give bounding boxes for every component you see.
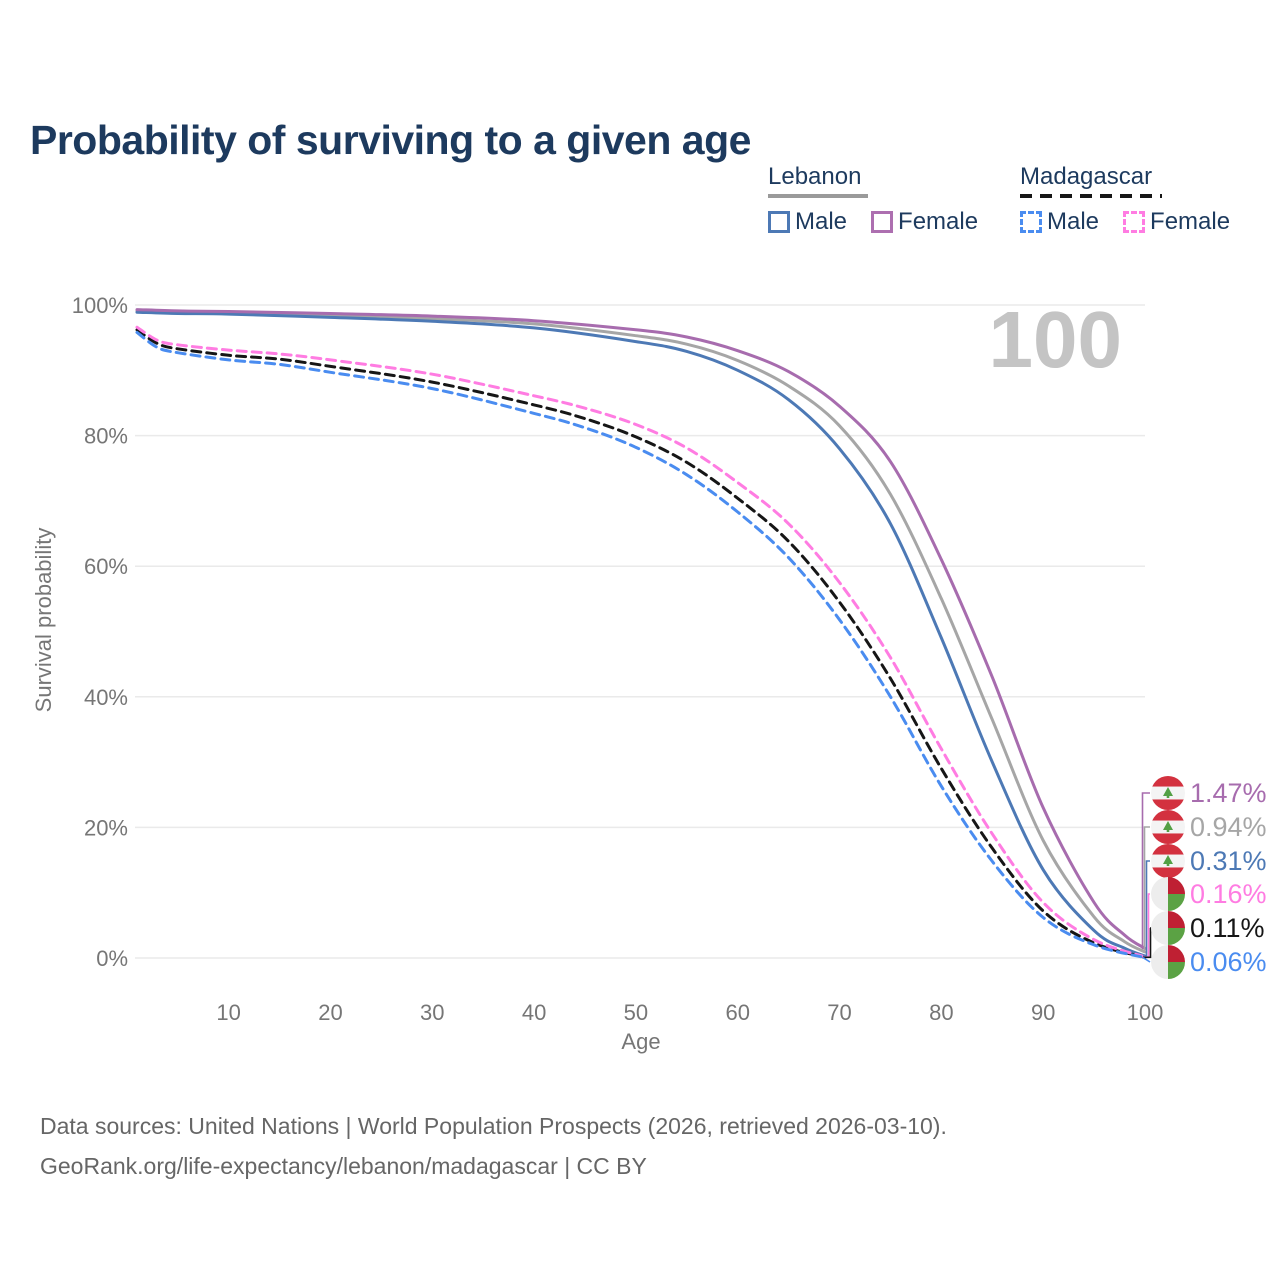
legend-label-lebanon-female: Female <box>898 208 979 235</box>
y-axis-title: Survival probability <box>31 527 56 713</box>
x-tick-10: 10 <box>216 1000 240 1025</box>
age-watermark: 100 <box>989 295 1122 384</box>
y-tick-0: 0% <box>96 946 128 971</box>
x-tick-60: 60 <box>725 1000 749 1025</box>
legend-group-madagascar: Madagascar Male Female <box>1020 163 1230 236</box>
end-label-madagascar_all: 0.11% <box>1190 913 1265 943</box>
legend-item-lebanon-female[interactable]: Female <box>871 208 978 236</box>
x-tick-100: 100 <box>1127 1000 1164 1025</box>
legend-swatch-lebanon-female <box>871 211 894 233</box>
curve-lebanon_female <box>135 308 1147 950</box>
curve-madagascar_male <box>135 330 1147 960</box>
legend-label-lebanon-male: Male <box>795 208 848 235</box>
end-label-madagascar_male: 0.06% <box>1190 947 1267 977</box>
end-label-lebanon_male: 0.31% <box>1190 846 1267 876</box>
x-tick-20: 20 <box>318 1000 342 1025</box>
madagascar-flag-icon <box>1151 945 1185 979</box>
y-tick-100: 100% <box>72 293 128 318</box>
curve-lebanon_male <box>135 310 1147 958</box>
x-axis-title: Age <box>621 1029 660 1054</box>
x-tick-90: 90 <box>1031 1000 1055 1025</box>
end-connector-lebanon_male <box>1143 860 1150 957</box>
legend-swatch-madagascar-male <box>1020 211 1042 233</box>
curve-madagascar_female <box>135 325 1147 959</box>
legend-swatch-lebanon-male <box>768 211 790 233</box>
legend-label-madagascar-male: Male <box>1047 208 1100 235</box>
footer-attribution: GeoRank.org/life-expectancy/lebanon/mada… <box>40 1153 647 1180</box>
x-tick-40: 40 <box>522 1000 546 1025</box>
legend-group-lebanon: Lebanon Male Female <box>768 163 978 236</box>
y-tick-20: 20% <box>84 815 128 840</box>
legend-underline-madagascar-dashed-line <box>1020 194 1162 198</box>
footer: Data sources: United Nations | World Pop… <box>40 1106 947 1187</box>
lebanon-flag-icon <box>1151 776 1185 810</box>
madagascar-flag-icon <box>1151 877 1185 911</box>
legend-country-lebanon: Lebanon <box>768 163 862 190</box>
x-tick-70: 70 <box>827 1000 851 1025</box>
y-tick-80: 80% <box>84 424 128 449</box>
legend-item-madagascar-female[interactable]: Female <box>1123 208 1230 236</box>
legend-item-lebanon-male[interactable]: Male <box>768 208 847 236</box>
legend-label-madagascar-female: Female <box>1150 208 1231 235</box>
x-tick-30: 30 <box>420 1000 444 1025</box>
end-label-lebanon_female: 1.47% <box>1190 778 1267 808</box>
y-tick-40: 40% <box>84 685 128 710</box>
madagascar-flag-icon <box>1151 911 1185 945</box>
legend-country-madagascar: Madagascar <box>1020 163 1153 190</box>
page-title: Probability of surviving to a given age <box>30 117 751 164</box>
legend-swatch-madagascar-female <box>1123 211 1146 233</box>
legend-underline-lebanon-solid-line <box>768 194 868 198</box>
x-tick-80: 80 <box>929 1000 953 1025</box>
x-tick-50: 50 <box>624 1000 648 1025</box>
end-label-lebanon_all: 0.94% <box>1190 812 1267 842</box>
curve-madagascar_all <box>135 328 1147 959</box>
legend-item-madagascar-male[interactable]: Male <box>1020 208 1099 236</box>
end-connector-madagascar_all <box>1143 927 1152 959</box>
end-connector-lebanon_female <box>1141 792 1150 950</box>
lebanon-flag-icon <box>1151 810 1185 844</box>
end-label-madagascar_female: 0.16% <box>1190 879 1267 909</box>
y-tick-60: 60% <box>84 554 128 579</box>
lebanon-flag-icon <box>1151 844 1185 878</box>
curve-lebanon_all <box>135 309 1147 954</box>
end-connector-madagascar_male <box>1142 956 1151 963</box>
footer-data-sources: Data sources: United Nations | World Pop… <box>40 1113 947 1139</box>
end-connector-lebanon_all <box>1143 826 1150 953</box>
